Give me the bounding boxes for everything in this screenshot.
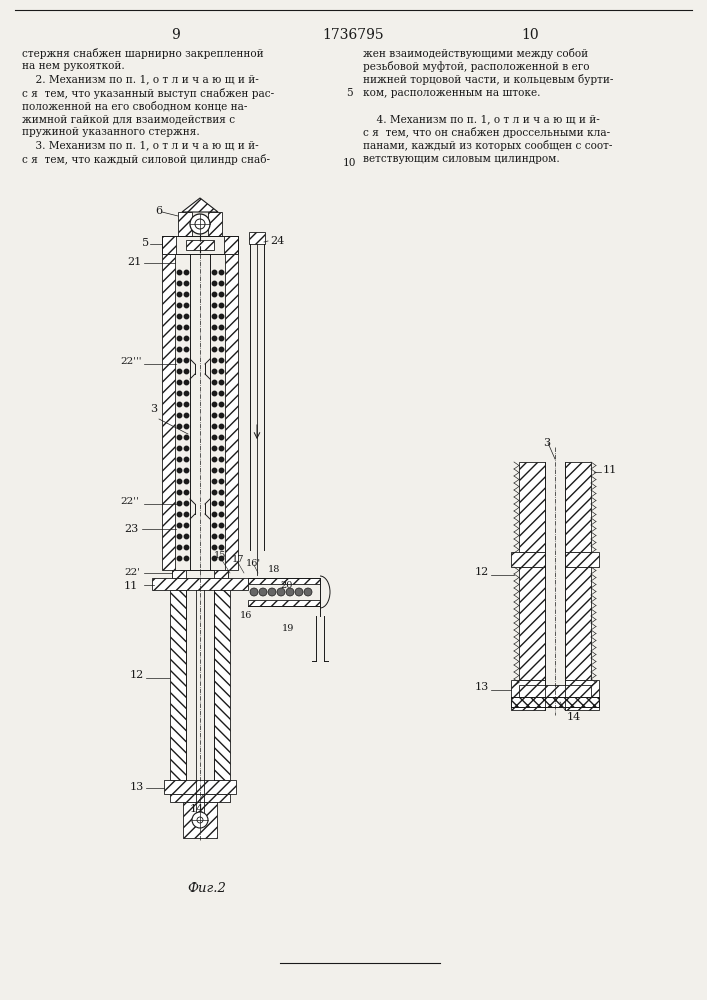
Text: пружиной указанного стержня.: пружиной указанного стержня. xyxy=(22,127,200,137)
Bar xyxy=(186,240,214,250)
Text: 13: 13 xyxy=(130,782,144,792)
Text: нижней торцовой части, и кольцевым бурти-: нижней торцовой части, и кольцевым бурти… xyxy=(363,74,614,85)
Bar xyxy=(565,567,591,680)
Text: 22''': 22''' xyxy=(120,357,141,366)
Text: 13: 13 xyxy=(475,682,489,692)
Text: с я  тем, что указанный выступ снабжен рас-: с я тем, что указанный выступ снабжен ра… xyxy=(22,88,274,99)
Text: 22'': 22'' xyxy=(120,497,139,506)
Bar xyxy=(248,578,320,584)
Text: жимной гайкой для взаимодействия с: жимной гайкой для взаимодействия с xyxy=(22,114,235,124)
Polygon shape xyxy=(182,198,218,212)
Text: 16: 16 xyxy=(240,611,252,620)
Circle shape xyxy=(192,812,208,828)
Bar xyxy=(519,462,545,552)
Text: панами, каждый из которых сообщен с соот-: панами, каждый из которых сообщен с соот… xyxy=(363,140,612,151)
Circle shape xyxy=(304,588,312,596)
Circle shape xyxy=(250,588,258,596)
Text: 12: 12 xyxy=(130,670,144,680)
Bar xyxy=(248,600,320,606)
Text: 24: 24 xyxy=(270,236,284,246)
Text: 5: 5 xyxy=(142,238,149,248)
Circle shape xyxy=(259,588,267,596)
Text: 3. Механизм по п. 1, о т л и ч а ю щ и й-: 3. Механизм по п. 1, о т л и ч а ю щ и й… xyxy=(22,140,259,150)
Bar xyxy=(170,794,230,802)
Bar xyxy=(162,254,175,570)
Bar xyxy=(511,552,545,567)
Bar xyxy=(511,697,599,707)
Bar xyxy=(214,590,230,780)
Text: резьбовой муфтой, расположенной в его: резьбовой муфтой, расположенной в его xyxy=(363,61,590,72)
Text: 16': 16' xyxy=(246,559,261,568)
Circle shape xyxy=(277,588,285,596)
Text: 6: 6 xyxy=(155,206,162,216)
Text: 15: 15 xyxy=(214,551,226,560)
Text: ветствующим силовым цилиндром.: ветствующим силовым цилиндром. xyxy=(363,154,560,164)
Text: 11: 11 xyxy=(124,581,139,591)
Text: 2. Механизм по п. 1, о т л и ч а ю щ и й-: 2. Механизм по п. 1, о т л и ч а ю щ и й… xyxy=(22,74,259,84)
Bar xyxy=(249,232,265,244)
Bar xyxy=(214,570,228,578)
Bar xyxy=(164,780,236,794)
Text: 10: 10 xyxy=(342,158,356,168)
Text: 22': 22' xyxy=(124,568,140,577)
Text: с я  тем, что каждый силовой цилиндр снаб-: с я тем, что каждый силовой цилиндр снаб… xyxy=(22,154,270,165)
Text: 12: 12 xyxy=(475,567,489,577)
Circle shape xyxy=(295,588,303,596)
Text: 4. Механизм по п. 1, о т л и ч а ю щ и й-: 4. Механизм по п. 1, о т л и ч а ю щ и й… xyxy=(363,114,600,124)
Text: 19: 19 xyxy=(282,624,294,633)
Text: 20: 20 xyxy=(280,581,293,590)
Circle shape xyxy=(195,219,205,229)
Text: 14: 14 xyxy=(190,804,204,814)
Bar xyxy=(152,578,248,590)
Bar xyxy=(225,254,238,570)
Bar xyxy=(162,236,176,254)
Text: положенной на его свободном конце на-: положенной на его свободном конце на- xyxy=(22,101,247,111)
Bar xyxy=(208,212,222,236)
Bar xyxy=(519,567,545,680)
Text: 14: 14 xyxy=(567,712,581,722)
Bar xyxy=(511,680,545,710)
Bar xyxy=(178,212,192,236)
Text: 5: 5 xyxy=(346,88,352,98)
Bar xyxy=(192,218,208,230)
Text: 9: 9 xyxy=(172,28,180,42)
Text: жен взаимодействующими между собой: жен взаимодействующими между собой xyxy=(363,48,588,59)
Bar xyxy=(565,462,591,552)
Text: с я  тем, что он снабжен дроссельными кла-: с я тем, что он снабжен дроссельными кла… xyxy=(363,127,610,138)
Bar xyxy=(224,236,238,254)
Bar xyxy=(519,685,591,697)
Text: 11: 11 xyxy=(603,465,617,475)
Text: Фиг.2: Фиг.2 xyxy=(187,882,226,895)
Bar xyxy=(162,236,238,254)
Circle shape xyxy=(197,817,203,823)
Text: 21: 21 xyxy=(127,257,141,267)
Text: 18: 18 xyxy=(268,565,281,574)
Bar xyxy=(170,590,186,780)
Bar xyxy=(511,697,599,707)
Text: стержня снабжен шарнирно закрепленной: стержня снабжен шарнирно закрепленной xyxy=(22,48,264,59)
Text: 10: 10 xyxy=(521,28,539,42)
Circle shape xyxy=(268,588,276,596)
Bar xyxy=(172,570,186,578)
Text: 23: 23 xyxy=(124,524,139,534)
Text: 17: 17 xyxy=(232,555,245,564)
Bar xyxy=(565,552,599,567)
Text: 3: 3 xyxy=(543,438,550,448)
Text: 1736795: 1736795 xyxy=(322,28,384,42)
Bar xyxy=(172,570,228,578)
Text: 3: 3 xyxy=(150,404,157,414)
Bar xyxy=(565,680,599,710)
Circle shape xyxy=(286,588,294,596)
Text: ком, расположенным на штоке.: ком, расположенным на штоке. xyxy=(363,88,540,98)
Text: на нем рукояткой.: на нем рукояткой. xyxy=(22,61,124,71)
Bar xyxy=(183,802,217,838)
Circle shape xyxy=(190,214,210,234)
